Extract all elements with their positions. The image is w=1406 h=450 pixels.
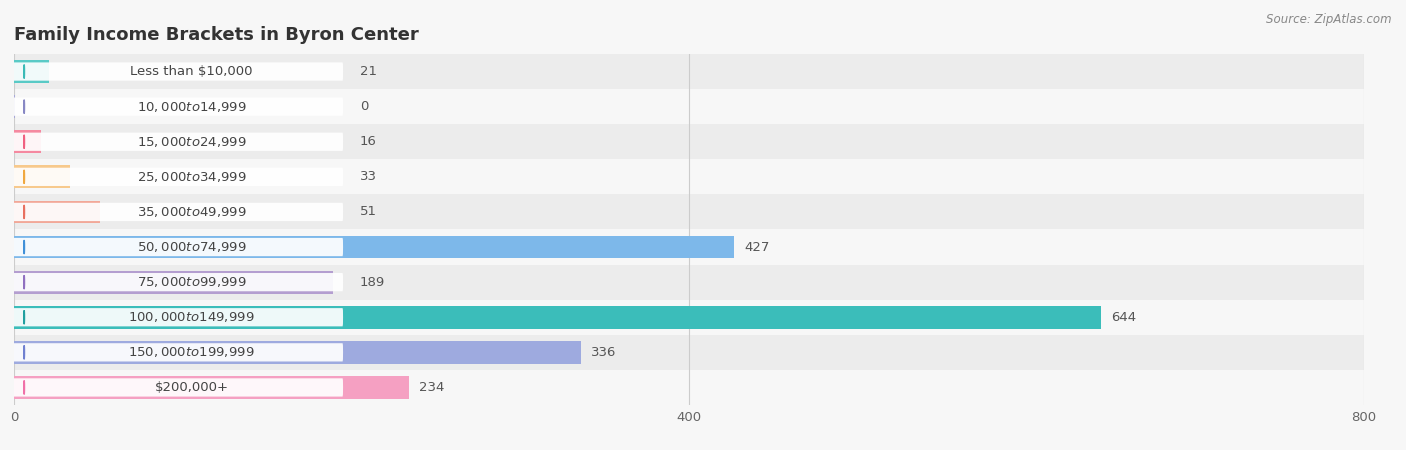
Bar [0,370,1406,405]
Text: $15,000 to $24,999: $15,000 to $24,999 [136,135,246,149]
Text: 336: 336 [591,346,616,359]
Bar [0,124,1406,159]
Bar [0,300,1406,335]
Text: $35,000 to $49,999: $35,000 to $49,999 [136,205,246,219]
Bar [14,271,333,293]
Bar [0,335,1406,370]
FancyBboxPatch shape [11,203,343,221]
FancyBboxPatch shape [11,98,343,116]
Bar [0,230,1406,265]
FancyBboxPatch shape [11,63,343,81]
Text: $150,000 to $199,999: $150,000 to $199,999 [128,345,254,360]
FancyBboxPatch shape [11,378,343,396]
Text: 234: 234 [419,381,444,394]
Bar [14,376,409,399]
Bar [0,265,1406,300]
Bar [14,60,49,83]
FancyBboxPatch shape [11,308,343,326]
FancyBboxPatch shape [11,273,343,291]
Text: $25,000 to $34,999: $25,000 to $34,999 [136,170,246,184]
FancyBboxPatch shape [11,238,343,256]
Text: 644: 644 [1111,311,1136,324]
Bar [14,341,581,364]
Text: Source: ZipAtlas.com: Source: ZipAtlas.com [1267,14,1392,27]
Text: $200,000+: $200,000+ [155,381,229,394]
Text: $75,000 to $99,999: $75,000 to $99,999 [136,275,246,289]
FancyBboxPatch shape [11,343,343,361]
Text: $50,000 to $74,999: $50,000 to $74,999 [136,240,246,254]
Text: Family Income Brackets in Byron Center: Family Income Brackets in Byron Center [14,26,419,44]
Text: $10,000 to $14,999: $10,000 to $14,999 [136,99,246,114]
Text: 0: 0 [360,100,368,113]
Text: 189: 189 [360,276,385,288]
Bar [14,130,41,153]
Bar [0,159,1406,194]
FancyBboxPatch shape [11,168,343,186]
Text: 427: 427 [745,241,770,253]
Text: $100,000 to $149,999: $100,000 to $149,999 [128,310,254,324]
Bar [0,54,1406,89]
FancyBboxPatch shape [11,133,343,151]
Text: 51: 51 [360,206,377,218]
Bar [14,201,100,223]
Bar [0,89,1406,124]
Bar [14,306,1101,328]
Text: Less than $10,000: Less than $10,000 [131,65,253,78]
Bar [14,236,734,258]
Bar [14,166,70,188]
Text: 16: 16 [360,135,377,148]
Text: 33: 33 [360,171,377,183]
Text: 21: 21 [360,65,377,78]
Bar [0,194,1406,230]
